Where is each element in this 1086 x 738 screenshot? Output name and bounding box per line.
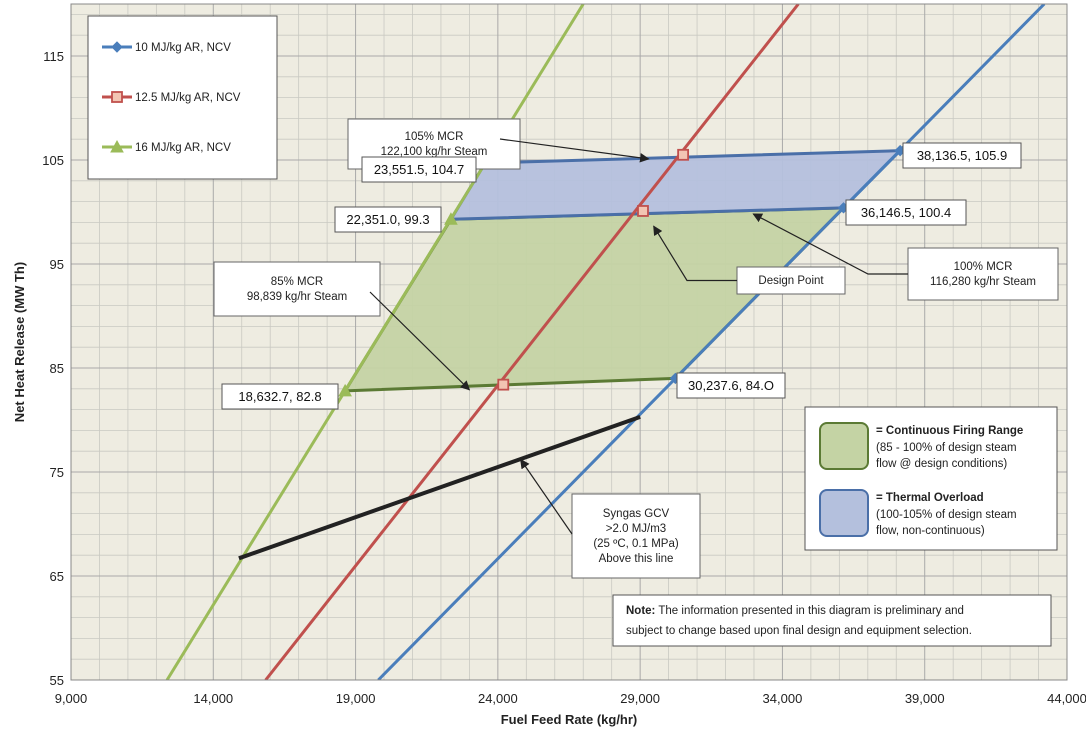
annotation-text: Design Point <box>758 275 824 287</box>
x-tick-label: 24,000 <box>478 691 518 706</box>
x-axis-title: Fuel Feed Rate (kg/hr) <box>501 712 638 727</box>
annotation-text: 122,100 kg/hr Steam <box>381 146 488 158</box>
annotation-arrow <box>653 225 737 282</box>
annotation-text: >2.0 MJ/m3 <box>606 523 666 535</box>
note-text-line-1: Note: The information presented in this … <box>626 605 964 617</box>
note-box: Note: The information presented in this … <box>612 594 1052 647</box>
x-tick-label: 19,000 <box>336 691 376 706</box>
note-text: The information presented in this diagra… <box>655 605 964 617</box>
point-label-box <box>361 156 477 183</box>
legend-swatch-marker <box>111 41 123 53</box>
annotation-text: Above this line <box>599 553 674 565</box>
y-tick-label: 85 <box>50 361 64 376</box>
annotation-arrow <box>752 213 908 275</box>
point-label-text: 22,351.0, 99.3 <box>346 212 429 227</box>
point-label-text: 38,136.5, 105.9 <box>917 148 1007 163</box>
annotation-text: 98,839 kg/hr Steam <box>247 291 347 303</box>
series-lines-layer <box>165 4 1046 680</box>
annotation-text: 116,280 kg/hr Steam <box>930 276 1036 288</box>
y-tick-label: 75 <box>50 465 64 480</box>
point-label-box <box>334 206 442 233</box>
x-tick-label: 14,000 <box>193 691 233 706</box>
y-tick-label: 115 <box>43 49 64 64</box>
annotation-arrow <box>520 458 573 535</box>
series-2-marker <box>677 148 690 161</box>
annotation-text: (25 ºC, 0.1 MPa) <box>593 538 679 550</box>
point-label-box <box>845 199 967 226</box>
note-label: Note: <box>626 605 655 617</box>
x-tick-label: 39,000 <box>905 691 945 706</box>
point-label-box <box>676 372 786 399</box>
annotation-text: 100% MCR <box>954 261 1013 273</box>
plot-border <box>70 3 1068 681</box>
syngas-gcv-line <box>238 414 641 561</box>
annotation-text: 105% MCR <box>405 131 464 143</box>
legend-swatch-marker <box>110 139 124 153</box>
region-legend-text: (85 - 100% of design steam <box>876 442 1017 454</box>
y-axis-title: Net Heat Release (MW Th) <box>12 262 27 422</box>
y-tick-label: 65 <box>50 569 64 584</box>
region-legend-title: = Thermal Overload <box>876 492 984 504</box>
x-tick-label: 29,000 <box>620 691 660 706</box>
series-legend: 10 MJ/kg AR, NCV 12.5 MJ/kg AR, NCV 16 MJ/… <box>87 15 278 180</box>
y-tick-label: 95 <box>50 257 64 272</box>
point-label-text: 36,146.5, 100.4 <box>861 205 951 220</box>
region-legend-text: (100-105% of design steam <box>876 509 1017 521</box>
annotations-layer: 105% MCR 122,100 kg/hr Steam 85% MCR 98,839… <box>213 118 1059 579</box>
legend-label: 12.5 MJ/kg AR, NCV <box>135 92 241 104</box>
tick-labels: 9,000 14,000 19,000 24,000 29,000 34,000 39,00… <box>42 49 1086 706</box>
series-2-marker <box>497 378 510 391</box>
point-label-text: 18,632.7, 82.8 <box>238 389 321 404</box>
series-line-2 <box>264 4 800 680</box>
annotation-arrow <box>499 138 650 163</box>
annotation-text: Syngas GCV <box>603 508 670 520</box>
point-labels-layer: 23,551.5, 104.7 38,136.5, 105.9 22,351.0, … <box>221 142 1022 410</box>
point-label-box <box>221 383 339 410</box>
y-tick-label: 105 <box>42 153 64 168</box>
series-3-marker <box>444 212 458 225</box>
point-label-text: 30,237.6, 84.O <box>688 378 774 393</box>
annotation-box <box>907 247 1059 301</box>
point-label-box <box>902 142 1022 169</box>
continuous-firing-swatch <box>819 422 869 470</box>
annotation-box <box>571 493 701 579</box>
region-legend: = Continuous Firing Range (85 - 100% of d… <box>804 406 1058 551</box>
region-legend-text: flow, non-continuous) <box>876 525 985 537</box>
note-box-border <box>612 594 1052 647</box>
x-tick-label: 9,000 <box>55 691 88 706</box>
series-line-1 <box>377 4 1046 680</box>
series-line-3 <box>165 4 585 680</box>
annotation-arrow <box>369 291 471 391</box>
note-text-line-2: subject to change based upon final desig… <box>626 625 972 637</box>
legend-label: 16 MJ/kg AR, NCV <box>135 142 231 154</box>
region-legend-text: flow @ design conditions) <box>876 458 1007 470</box>
series-3-marker <box>338 383 352 397</box>
series-2-marker <box>637 205 649 217</box>
annotation-text: 85% MCR <box>271 276 323 288</box>
annotation-box <box>213 261 381 317</box>
legend-label: 10 MJ/kg AR, NCV <box>135 42 231 54</box>
point-label-text: 23,551.5, 104.7 <box>374 162 464 177</box>
region-legend-title: = Continuous Firing Range <box>876 425 1023 437</box>
annotation-box <box>736 266 846 295</box>
x-tick-label: 34,000 <box>763 691 803 706</box>
y-tick-label: 55 <box>50 673 64 688</box>
legend-swatch-marker <box>111 91 123 103</box>
x-tick-label: 44,000 <box>1047 691 1086 706</box>
thermal-overload-swatch <box>819 489 869 537</box>
